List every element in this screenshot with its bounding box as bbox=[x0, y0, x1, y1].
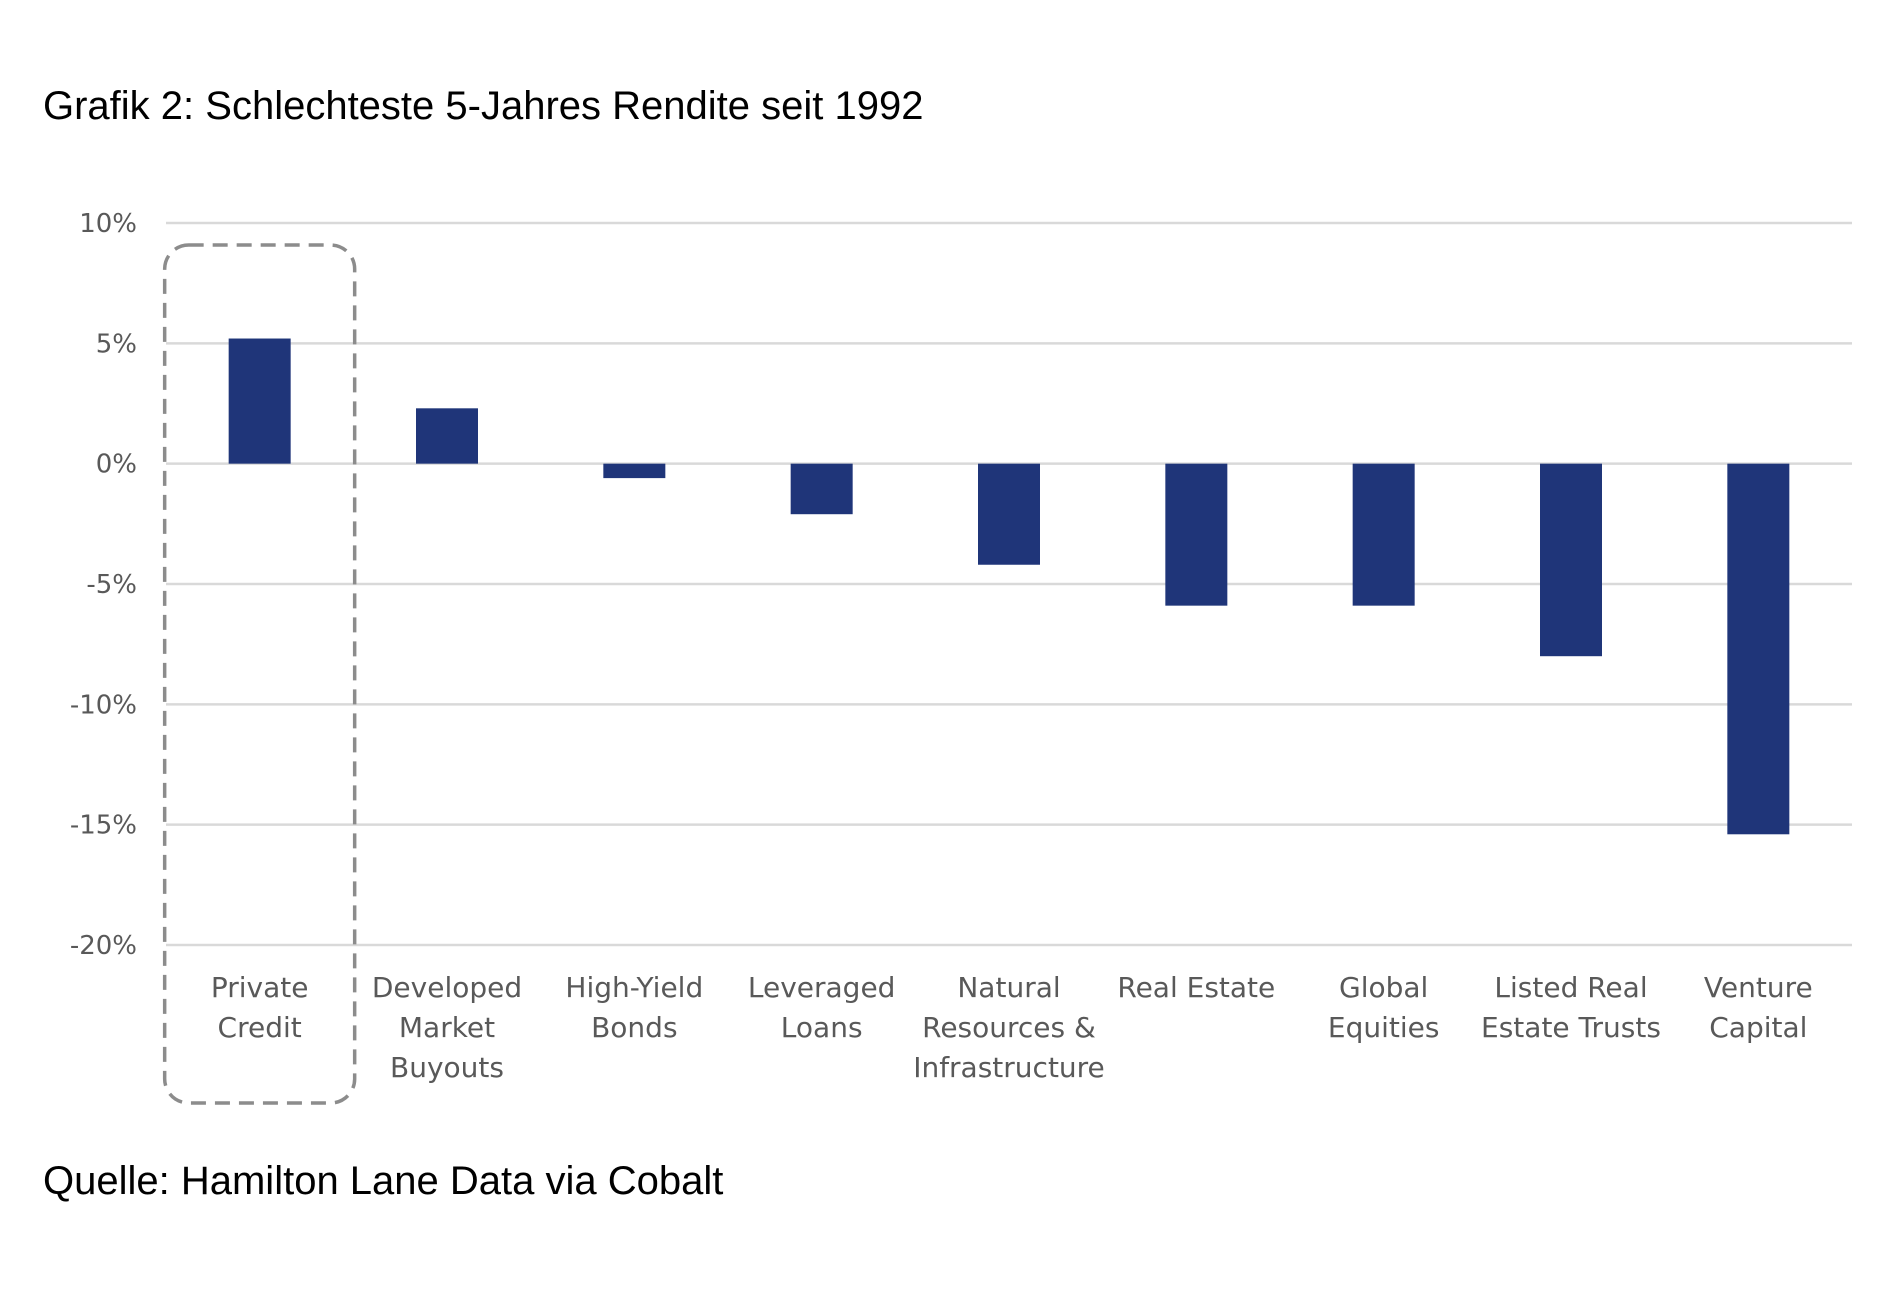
bar bbox=[1540, 463, 1602, 657]
category-label: Global bbox=[1339, 971, 1428, 1004]
bar bbox=[228, 338, 291, 464]
category-label: Infrastructure bbox=[913, 1051, 1105, 1084]
chart-title: Grafik 2: Schlechteste 5-Jahres Rendite … bbox=[43, 84, 924, 128]
category-label: Estate Trusts bbox=[1481, 1011, 1661, 1044]
category-label: Capital bbox=[1709, 1011, 1807, 1044]
category-label: Leveraged bbox=[748, 971, 896, 1004]
category-label: Buyouts bbox=[390, 1051, 504, 1084]
category-label: Natural bbox=[957, 971, 1060, 1004]
y-tick-label: -15% bbox=[70, 811, 137, 841]
bar bbox=[1352, 463, 1415, 606]
category-label: High-Yield bbox=[565, 971, 703, 1004]
y-tick-label: 10% bbox=[79, 209, 137, 239]
bar bbox=[790, 463, 853, 515]
y-tick-label: -20% bbox=[70, 931, 137, 961]
category-labels: Private Credit Developed Market Buyouts High-… bbox=[211, 971, 1813, 1084]
category-label: Venture bbox=[1704, 971, 1813, 1004]
bar bbox=[416, 408, 478, 464]
y-tick-label: 0% bbox=[96, 450, 137, 480]
bar bbox=[1165, 463, 1228, 606]
y-tick-label: -5% bbox=[86, 570, 137, 600]
category-label: Bonds bbox=[591, 1011, 677, 1044]
category-label: Credit bbox=[218, 1011, 302, 1044]
category-label: Developed bbox=[372, 971, 522, 1004]
category-label: Market bbox=[399, 1011, 495, 1044]
bar bbox=[978, 463, 1040, 565]
source-note: Quelle: Hamilton Lane Data via Cobalt bbox=[43, 1159, 724, 1203]
highlight-box bbox=[162, 243, 357, 1105]
highlight-box-layer bbox=[162, 243, 357, 1105]
y-tick-label: 5% bbox=[96, 329, 137, 359]
y-axis-tick-labels: 10% 5% 0% -5% -10% -15% -20% bbox=[70, 209, 137, 961]
category-label: Private bbox=[211, 971, 309, 1004]
bar bbox=[603, 463, 666, 479]
category-label: Resources & bbox=[922, 1011, 1096, 1044]
bars bbox=[228, 338, 1790, 835]
category-label: Loans bbox=[781, 1011, 863, 1044]
category-label: Listed Real bbox=[1494, 971, 1647, 1004]
category-label: Equities bbox=[1328, 1011, 1440, 1044]
bar bbox=[1727, 463, 1790, 835]
category-label: Real Estate bbox=[1117, 971, 1275, 1004]
y-tick-label: -10% bbox=[70, 690, 137, 720]
